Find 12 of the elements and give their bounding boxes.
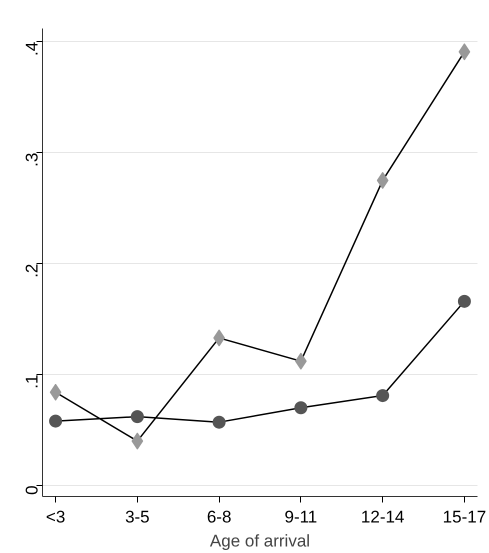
x-tick-label: <3: [46, 508, 66, 526]
y-tick-label: 0: [22, 485, 42, 495]
x-tick-label: 15-17: [442, 508, 486, 526]
y-tick-label: .1: [22, 374, 42, 389]
y-tick-label: .2: [22, 264, 42, 278]
x-tick-label: 9-11: [284, 508, 318, 526]
x-tick-label: 12-14: [360, 508, 404, 526]
y-tick-label: .3: [22, 152, 42, 167]
x-tick-label: 3-5: [125, 508, 150, 526]
y-tick-label: .4: [22, 42, 42, 56]
x-tick-label: 6-8: [206, 508, 232, 526]
x-axis-title: Age of arrival: [210, 532, 310, 550]
